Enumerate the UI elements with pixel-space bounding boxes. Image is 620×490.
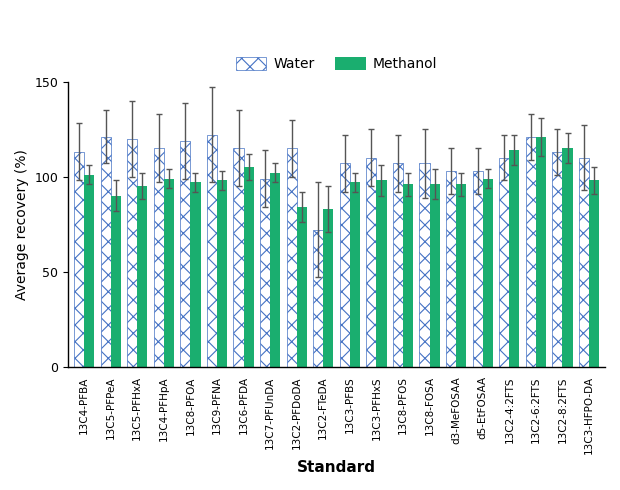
Bar [84, 175, 94, 367]
Bar [270, 173, 280, 367]
Bar [446, 171, 456, 367]
Bar [340, 163, 350, 367]
Bar [244, 167, 254, 367]
Bar [350, 182, 360, 367]
Bar [403, 184, 413, 367]
Y-axis label: Average recovery (%): Average recovery (%) [15, 148, 29, 299]
Bar [393, 163, 403, 367]
Bar [137, 186, 148, 367]
Bar [74, 152, 84, 367]
Bar [313, 230, 323, 367]
Bar [154, 148, 164, 367]
Bar [111, 196, 121, 367]
Bar [430, 184, 440, 367]
Bar [164, 178, 174, 367]
Bar [420, 163, 430, 367]
Bar [366, 158, 376, 367]
Legend: Water, Methanol: Water, Methanol [230, 51, 443, 76]
Bar [100, 137, 111, 367]
Bar [483, 178, 493, 367]
Bar [562, 148, 573, 367]
Bar [217, 180, 227, 367]
Bar [180, 141, 190, 367]
Bar [286, 148, 297, 367]
Bar [323, 209, 334, 367]
Bar [589, 180, 599, 367]
Bar [260, 178, 270, 367]
Bar [552, 152, 562, 367]
Bar [536, 137, 546, 367]
Bar [376, 180, 386, 367]
Bar [526, 137, 536, 367]
Bar [190, 182, 200, 367]
Bar [127, 139, 137, 367]
Bar [579, 158, 589, 367]
X-axis label: Standard: Standard [297, 460, 376, 475]
Bar [297, 207, 307, 367]
Bar [509, 150, 520, 367]
Bar [472, 171, 483, 367]
Bar [456, 184, 466, 367]
Bar [234, 148, 244, 367]
Bar [207, 135, 217, 367]
Bar [499, 158, 509, 367]
